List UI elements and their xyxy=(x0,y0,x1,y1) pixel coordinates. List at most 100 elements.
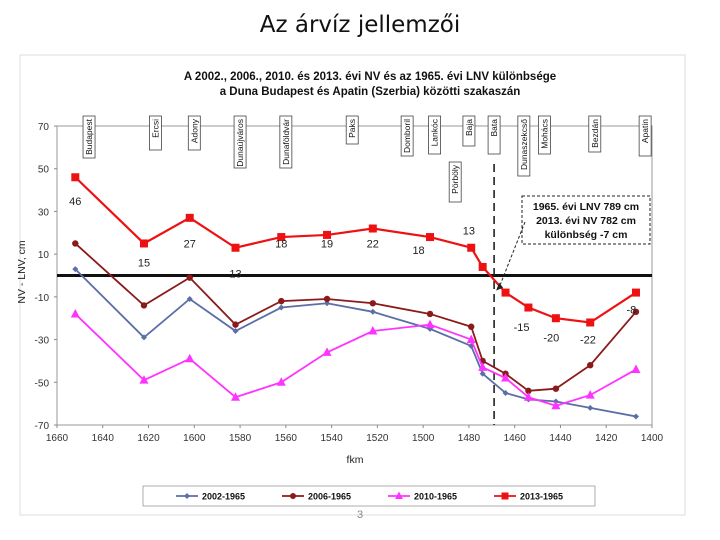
data-point-2013-1965 xyxy=(478,262,487,271)
legend-box xyxy=(142,485,596,507)
data-point-2013-1965 xyxy=(631,288,640,297)
place-label: Dunaszekcső xyxy=(517,115,531,177)
data-point-2006-1965 xyxy=(525,387,532,395)
legend-label: 2006-1965 xyxy=(308,492,351,502)
chart-frame xyxy=(19,54,686,516)
data-point-2002-1965 xyxy=(369,308,376,315)
x-tick-label: 1440 xyxy=(549,433,572,444)
place-box xyxy=(638,115,652,157)
data-point-2002-1965 xyxy=(232,328,239,335)
data-label: -15 xyxy=(514,322,530,334)
place-name: Bezdán xyxy=(590,119,600,148)
place-label: Apatin xyxy=(638,115,652,157)
place-name: Dunaföldvár xyxy=(281,119,291,165)
annotation-line: 2013. évi NV 782 cm xyxy=(536,215,636,227)
data-label: 18 xyxy=(412,245,424,257)
place-name: Bata xyxy=(489,119,499,137)
place-name: Dunaújváros xyxy=(235,119,245,167)
data-point-2010-1965 xyxy=(523,392,533,401)
x-tick-label: 1400 xyxy=(641,433,664,444)
place-label: Ercsi xyxy=(149,115,162,151)
data-point-2013-1965 xyxy=(277,233,286,242)
x-tick-label: 1420 xyxy=(595,433,618,444)
data-point-2006-1965 xyxy=(186,274,193,281)
data-point-2002-1965 xyxy=(502,389,509,396)
place-box xyxy=(400,115,414,157)
data-point-2013-1965 xyxy=(501,288,510,297)
place-name: Baja xyxy=(464,119,474,136)
data-point-2010-1965 xyxy=(501,373,511,382)
place-box xyxy=(345,115,359,145)
place-box xyxy=(187,115,201,151)
place-box xyxy=(448,161,462,203)
data-point-2013-1965 xyxy=(586,318,595,327)
place-box xyxy=(538,115,551,155)
y-tick-label: -70 xyxy=(35,421,50,432)
x-tick-label: 1520 xyxy=(366,433,389,444)
data-point-2013-1965 xyxy=(185,213,194,222)
data-label: -8 xyxy=(627,305,637,317)
legend-label: 2010-1965 xyxy=(414,492,457,502)
place-name: Apatin xyxy=(640,119,650,143)
data-point-2010-1965 xyxy=(322,347,332,356)
annotation: 1965. évi LNV 789 cm 2013. évi NV 782 cm k… xyxy=(496,195,651,291)
place-label: Bezdán xyxy=(588,115,602,153)
place-name: Domboril xyxy=(402,119,412,153)
place-label: Bata xyxy=(487,115,501,155)
data-point-2010-1965 xyxy=(368,326,378,335)
x-axis-label: fkm xyxy=(347,454,364,466)
y-tick-label: -10 xyxy=(35,293,50,304)
place-name: Mohács xyxy=(539,119,549,149)
data-point-2002-1965 xyxy=(186,295,193,302)
annotation-line: 1965. évi LNV 789 cm xyxy=(533,201,639,213)
data-point-2010-1965 xyxy=(631,364,641,373)
place-label: Budapest xyxy=(82,115,96,159)
place-label: Dunaújváros xyxy=(233,115,247,169)
place-box xyxy=(517,115,531,177)
place-name: Lankóc xyxy=(430,118,440,146)
annotation-arrow xyxy=(498,221,526,288)
data-point-2010-1965 xyxy=(231,392,240,401)
legend-marker xyxy=(184,493,190,499)
data-point-2002-1965 xyxy=(140,334,147,341)
data-point-2013-1965 xyxy=(426,233,435,242)
x-tick-label: 1600 xyxy=(183,433,206,444)
place-label: Domboril xyxy=(400,115,414,157)
legend-marker xyxy=(501,492,509,500)
x-tick-label: 1620 xyxy=(137,433,160,444)
data-point-2013-1965 xyxy=(551,314,560,323)
data-point-2013-1965 xyxy=(139,239,148,248)
data-point-2002-1965 xyxy=(278,304,285,311)
data-point-2013-1965 xyxy=(524,303,533,312)
data-label: 19 xyxy=(321,238,333,250)
place-box xyxy=(462,115,476,147)
place-name: Pörböly xyxy=(450,164,460,194)
place-box xyxy=(82,115,96,159)
y-tick-label: -50 xyxy=(35,378,50,389)
data-point-2010-1965 xyxy=(276,377,286,386)
legend-marker xyxy=(395,491,403,499)
chart-title-line-1: A 2002., 2006., 2010. és 2013. évi NV és… xyxy=(184,71,556,83)
data-point-2013-1965 xyxy=(323,230,332,239)
data-point-2006-1965 xyxy=(323,295,331,303)
slide-title: Az árvíz jellemzői xyxy=(259,12,461,38)
data-point-2002-1965 xyxy=(632,413,639,420)
data-point-2006-1965 xyxy=(232,321,239,328)
data-label: -20 xyxy=(543,332,559,344)
place-label: Dunaföldvár xyxy=(279,115,293,169)
x-tick-label: 1460 xyxy=(504,433,527,444)
place-name: Budapest xyxy=(84,118,94,155)
place-label: Mohács xyxy=(538,115,551,155)
y-tick-label: 10 xyxy=(38,250,50,261)
annotation-arrowhead xyxy=(496,282,504,291)
page-number: 3 xyxy=(357,509,363,521)
data-point-2010-1965 xyxy=(139,375,149,384)
x-tick-label: 1660 xyxy=(46,433,69,444)
place-name: Ercsi xyxy=(150,119,160,138)
place-label: Lankóc xyxy=(428,115,441,155)
data-point-2006-1965 xyxy=(72,240,79,247)
data-point-2010-1965 xyxy=(478,362,488,371)
place-box xyxy=(279,115,293,169)
data-label: 18 xyxy=(275,238,287,250)
y-tick-label: 50 xyxy=(38,165,50,176)
